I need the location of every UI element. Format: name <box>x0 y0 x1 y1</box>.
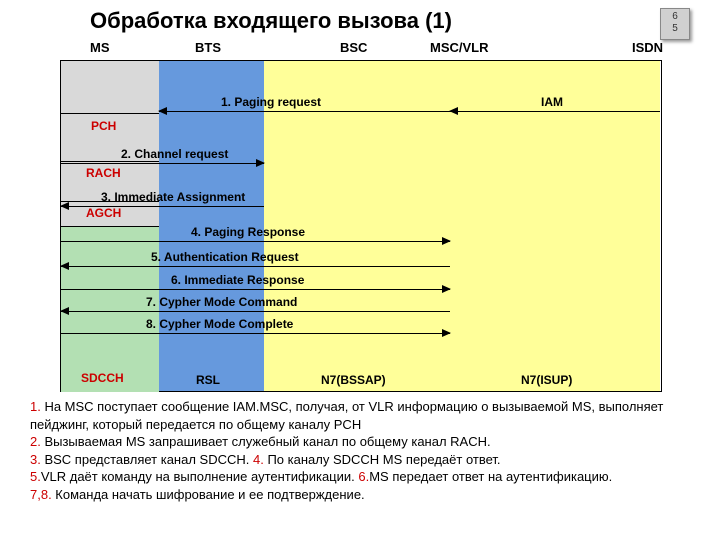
header-bsc: BSC <box>340 40 367 55</box>
label-bssap: N7(BSSAP) <box>321 373 386 387</box>
header-bts: BTS <box>195 40 221 55</box>
sdcch-region <box>61 226 159 392</box>
channel-pch: PCH <box>91 119 116 133</box>
txt: BSC представляет канал SDCCH. <box>41 452 253 467</box>
channel-sdcch: SDCCH <box>81 371 124 385</box>
header-isdn: ISDN <box>632 40 663 55</box>
header-msc: MSC/VLR <box>430 40 489 55</box>
message-arrow <box>61 163 264 164</box>
txt: MS передает ответ на аутентификацию. <box>369 469 612 484</box>
message-arrow <box>61 241 450 242</box>
page-number: 6 5 <box>660 8 690 40</box>
message-label: 4. Paging Response <box>191 225 305 239</box>
page-num-top: 6 <box>661 11 689 23</box>
message-label: IAM <box>541 95 563 109</box>
txt: VLR даёт команду на выполнение аутентифи… <box>41 469 359 484</box>
message-label: 3. Immediate Assignment <box>101 190 245 204</box>
label-rsl: RSL <box>196 373 220 387</box>
hline <box>61 161 159 162</box>
label-isup: N7(ISUP) <box>521 373 572 387</box>
txt: По каналу SDCCH MS передаёт ответ. <box>264 452 501 467</box>
header-ms: MS <box>90 40 110 55</box>
channel-agch: AGCH <box>86 206 121 220</box>
message-label: 8. Cypher Mode Complete <box>146 317 293 331</box>
num: 2. <box>30 434 41 449</box>
message-label: 7. Cypher Mode Command <box>146 295 297 309</box>
message-arrow <box>450 111 660 112</box>
num: 3. <box>30 452 41 467</box>
page-title: Обработка входящего вызова (1) <box>90 8 452 34</box>
sequence-diagram: MS BTS BSC MSC/VLR ISDN PCH RACH AGCH SD… <box>60 40 660 390</box>
message-arrow <box>61 289 450 290</box>
page-num-bot: 5 <box>661 23 689 35</box>
description-text: 1. На MSC поступает сообщение IAM.MSC, п… <box>30 398 690 503</box>
channel-rach: RACH <box>86 166 121 180</box>
lanes: PCH RACH AGCH SDCCH 1. Paging request IAM… <box>60 60 662 392</box>
message-arrow <box>159 111 450 112</box>
message-label: 1. Paging request <box>221 95 321 109</box>
txt: Вызываемая MS запрашивает служебный кана… <box>41 434 491 449</box>
num: 4. <box>253 452 264 467</box>
hline <box>61 113 159 114</box>
message-label: 5. Authentication Request <box>151 250 299 264</box>
message-arrow <box>61 266 450 267</box>
num: 6. <box>358 469 369 484</box>
message-label: 2. Channel request <box>121 147 228 161</box>
num: 5. <box>30 469 41 484</box>
message-arrow <box>61 311 450 312</box>
txt: Команда начать шифрование и ее подтвержд… <box>52 487 365 502</box>
message-arrow <box>61 206 264 207</box>
num: 7,8. <box>30 487 52 502</box>
message-arrow <box>61 333 450 334</box>
txt: На MSC поступает сообщение IAM.MSC, полу… <box>30 399 663 432</box>
message-label: 6. Immediate Response <box>171 273 304 287</box>
num: 1. <box>30 399 41 414</box>
